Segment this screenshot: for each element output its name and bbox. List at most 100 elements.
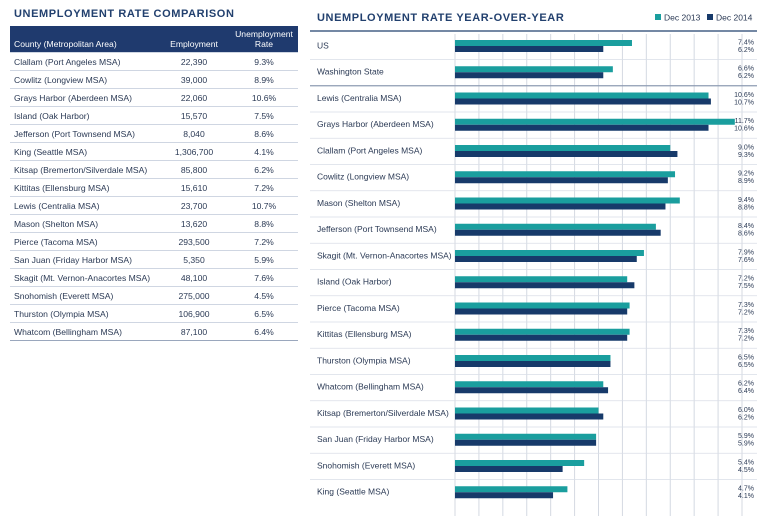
table-cell: Thurston (Olympia MSA) [10,304,158,323]
table-cell: 15,570 [158,106,230,125]
value-label: 7.2% [738,276,754,283]
bar [455,460,585,466]
value-label: 6.6% [738,66,754,73]
value-label: 9.0% [738,144,754,151]
bar [455,308,628,315]
table-body: Clallam (Port Angeles MSA) 22,390 9.3% Cowl… [10,52,298,341]
table-cell: 1,306,700 [158,142,230,161]
table-panel: UNEMPLOYMENT RATE COMPARISON County (Met… [10,8,298,341]
value-label: 10.6% [734,126,754,133]
bar [455,256,637,262]
table-cell: Kittitas (Ellensburg MSA) [10,178,158,197]
table-row: Clallam (Port Angeles MSA) 22,390 9.3% [10,52,298,71]
table-cell: 6.5% [230,304,298,323]
value-label: 6.5% [738,354,754,361]
bar [455,197,680,204]
table-cell: 5.9% [230,250,298,269]
bar [455,334,628,341]
category-label: Cowlitz (Longview MSA) [317,172,409,182]
legend-label: Dec 2013 [664,12,701,22]
value-label: 7.2% [738,336,754,343]
bar [455,433,597,440]
table-cell: 7.5% [230,106,298,125]
value-label: 6.5% [738,362,754,369]
category-label: Thurston (Olympia MSA) [317,355,411,365]
table-cell: Skagit (Mt. Vernon-Anacortes MSA) [10,268,158,287]
bar [455,355,611,361]
table-cell: 10.7% [230,196,298,215]
bar [455,46,604,52]
table-cell: Pierce (Tacoma MSA) [10,232,158,251]
value-label: 6.4% [738,388,754,395]
table-cell: Whatcom (Bellingham MSA) [10,322,158,341]
value-label: 6.2% [738,47,754,54]
table-cell: Jefferson (Port Townsend MSA) [10,124,158,143]
category-label: Pierce (Tacoma MSA) [317,303,400,313]
value-label: 6.2% [738,381,754,388]
bar [455,276,628,283]
value-label: 7.5% [738,283,754,290]
bar [455,118,735,125]
value-label: 9.3% [738,152,754,159]
value-label: 8.8% [738,204,754,211]
legend-swatch [707,14,713,20]
table-cell: 13,620 [158,214,230,233]
table-row: San Juan (Friday Harbor MSA) 5,350 5.9% [10,250,298,269]
bar [455,466,563,472]
table-cell: 48,100 [158,268,230,287]
value-label: 8.9% [738,178,754,185]
table-cell: Snohomish (Everett MSA) [10,286,158,305]
table-row: Grays Harbor (Aberdeen MSA) 22,060 10.6% [10,88,298,107]
category-label: Kitsap (Bremerton/Silverdale MSA) [317,408,449,418]
table-cell: 8,040 [158,124,230,143]
category-label: Washington State [317,67,384,77]
table-cell: Clallam (Port Angeles MSA) [10,52,158,71]
value-label: 6.2% [738,414,754,421]
bar [455,124,709,131]
value-label: 11.7% [735,118,754,125]
category-label: Kittitas (Ellensburg MSA) [317,329,412,339]
category-label: San Juan (Friday Harbor MSA) [317,434,434,444]
table-row: Kittitas (Ellensburg MSA) 15,610 7.2% [10,178,298,197]
value-label: 7.9% [738,249,754,256]
table-cell: 106,900 [158,304,230,323]
value-label: 10.7% [734,99,754,106]
category-label: Snohomish (Everett MSA) [317,460,415,470]
value-label: 6.0% [738,407,754,414]
table-cell: 6.4% [230,322,298,341]
table-cell: 22,060 [158,88,230,107]
table-cell: 8.8% [230,214,298,233]
column-header: Employment [158,26,230,53]
bar [455,361,611,367]
value-label: 4.7% [738,486,754,493]
value-label: 5.9% [738,441,754,448]
bar [455,223,656,230]
table: County (Metropolitan Area) Employment Unem… [10,26,298,341]
bar [455,250,644,256]
bar [455,282,635,289]
table-cell: Lewis (Centralia MSA) [10,196,158,215]
table-cell: 6.2% [230,160,298,179]
table-cell: 8.6% [230,124,298,143]
table-row: Lewis (Centralia MSA) 23,700 10.7% [10,196,298,215]
category-label: Lewis (Centralia MSA) [317,93,402,103]
bar [455,492,554,499]
table-row: Jefferson (Port Townsend MSA) 8,040 8.6% [10,124,298,143]
value-label: 4.1% [738,493,754,500]
table-title: UNEMPLOYMENT RATE COMPARISON [14,8,235,20]
value-label: 8.6% [738,231,754,238]
table-cell: 7.6% [230,268,298,287]
category-label: Jefferson (Port Townsend MSA) [317,224,437,234]
bar [455,151,678,157]
table-cell: 5,350 [158,250,230,269]
header-row: County (Metropolitan Area) Employment Unem… [10,26,298,53]
value-label: 5.9% [738,433,754,440]
table-cell: 39,000 [158,70,230,89]
category-label: Clallam (Port Angeles MSA) [317,145,423,155]
category-label: US [317,40,329,50]
table-cell: Cowlitz (Longview MSA) [10,70,158,89]
table-row: King (Seattle MSA) 1,306,700 4.1% [10,142,298,161]
category-label: Mason (Shelton MSA) [317,198,400,208]
table-cell: King (Seattle MSA) [10,142,158,161]
